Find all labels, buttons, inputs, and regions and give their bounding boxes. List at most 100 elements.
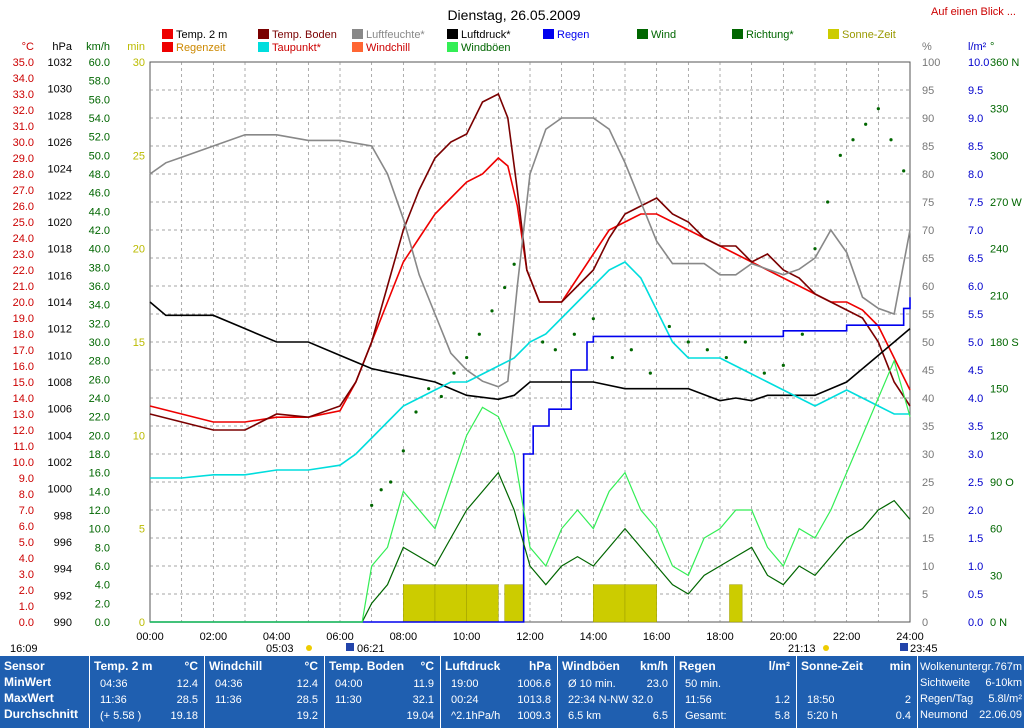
left-axis-tick-label: 1012 [48, 324, 72, 336]
stats-header: Temp. 2 m [94, 659, 153, 673]
left-axis-tick-label: 60.0 [89, 57, 110, 69]
stats-value: 1.2 [774, 694, 790, 706]
direction-tick-label: 270 W [990, 197, 1022, 209]
extra-label: Sichtweite [920, 677, 971, 689]
right-axis-tick-label: 25 [922, 477, 934, 489]
left-axis-tick-label: 10.0 [89, 524, 110, 536]
right-axis-tick-label: 4.0 [968, 393, 983, 405]
direction-point [724, 355, 728, 360]
left-axis-tick-label: 18.0 [13, 329, 34, 341]
stats-column: Temp. 2 m °C 04:36 12.4 11:36 28.5 (+ 5.58 ) 19… [90, 656, 205, 728]
x-tick-label: 18:00 [706, 631, 734, 643]
left-axis-tick-label: 22.0 [89, 412, 110, 424]
legend-label: Taupunkt* [272, 42, 322, 54]
stats-column: Windböen km/h Ø 10 min. 23.0 22:34 N-NW 32.0… [558, 656, 675, 728]
x-tick-label: 16:00 [643, 631, 671, 643]
stats-label-min: MinWert [4, 675, 52, 689]
right-axis-tick-label: 15 [922, 533, 934, 545]
left-axis-tick-label: 19.0 [13, 313, 34, 325]
left-axis-tick-label: 24.0 [89, 393, 110, 405]
direction-point [610, 355, 614, 360]
left-axis-unit: hPa [52, 41, 72, 53]
sun-end-time: 23:45 [910, 643, 938, 655]
right-axis-tick-label: 5.5 [968, 309, 983, 321]
direction-point [851, 138, 855, 142]
direction-point [648, 371, 652, 375]
right-axis-tick-label: 45 [922, 365, 934, 377]
legend-swatch [637, 29, 648, 39]
left-axis-tick-label: 16.0 [13, 361, 34, 373]
right-axis-tick-label: 2.5 [968, 477, 983, 489]
left-axis-tick-label: 17.0 [13, 345, 34, 357]
direction-point [876, 107, 880, 111]
sun-bar [466, 584, 499, 623]
right-axis-tick-label: 7.5 [968, 197, 983, 209]
stats-header: Luftdruck [445, 659, 501, 673]
stats-value: 19.04 [406, 710, 434, 722]
right-axis-unit: ° [990, 41, 994, 53]
direction-tick-label: 30 [990, 570, 1002, 582]
stats-unit: °C [304, 659, 318, 673]
right-axis-tick-label: 6.5 [968, 253, 983, 265]
sun-bar [403, 584, 436, 623]
right-axis-tick-label: 40 [922, 393, 934, 405]
stats-time: ^2.1hPa/h [451, 710, 501, 722]
left-axis-tick-label: 1032 [48, 57, 72, 69]
direction-point [439, 394, 443, 399]
overview-link[interactable]: Auf einen Blick ... [931, 6, 1016, 18]
legend-swatch [258, 29, 269, 39]
sunrise-icon [306, 645, 312, 651]
x-tick-label: 08:00 [390, 631, 418, 643]
stats-value: 5.8 [774, 710, 790, 722]
right-axis-tick-label: 6.0 [968, 281, 983, 293]
sun-bar [504, 584, 524, 623]
legend-label: Windböen [461, 42, 511, 54]
left-axis-tick-label: 4.0 [19, 553, 34, 565]
right-axis-tick-label: 8.5 [968, 141, 983, 153]
direction-point [813, 247, 817, 251]
direction-point [465, 355, 469, 360]
direction-tick-label: 300 [990, 150, 1008, 162]
left-axis-tick-label: 1010 [48, 350, 72, 362]
left-axis-tick-label: 52.0 [89, 132, 110, 144]
right-axis-tick-label: 2.0 [968, 505, 983, 517]
sunset-time: 21:13 [788, 643, 816, 655]
right-axis-tick-label: 95 [922, 85, 934, 97]
left-axis-tick-label: 48.0 [89, 169, 110, 181]
right-axis-tick-label: 10 [922, 561, 934, 573]
left-axis-tick-label: 56.0 [89, 94, 110, 106]
left-axis-tick-label: 6.0 [19, 521, 34, 533]
left-axis-tick-label: 15.0 [13, 377, 34, 389]
extra-value: 6-10km [985, 677, 1022, 689]
left-axis-tick-label: 33.0 [13, 89, 34, 101]
extra-label: Regen/Tag [920, 693, 974, 705]
stats-unit: °C [184, 659, 198, 673]
stats-value: 1006.6 [517, 678, 551, 690]
left-axis-tick-label: 40.0 [89, 244, 110, 256]
left-axis-tick-label: 1.0 [19, 601, 34, 613]
legend-swatch [352, 42, 363, 52]
stats-header: Regen [679, 659, 716, 673]
direction-point [591, 317, 595, 321]
legend-label: Luftdruck* [461, 29, 511, 41]
right-axis-tick-label: 35 [922, 421, 934, 433]
right-axis-tick-label: 1.5 [968, 533, 983, 545]
left-axis-tick-label: 21.0 [13, 281, 34, 293]
moon-icon [346, 643, 354, 651]
right-axis-tick-label: 65 [922, 253, 934, 265]
stats-value: 12.4 [176, 678, 198, 690]
legend-swatch [447, 29, 458, 39]
legend-label: Sonne-Zeit [842, 29, 896, 41]
direction-tick-label: 360 N [990, 57, 1019, 69]
x-tick-label: 04:00 [263, 631, 291, 643]
stats-time: 11:36 [100, 694, 127, 706]
series-line-1 [149, 92, 911, 431]
legend-swatch [162, 29, 173, 39]
direction-tick-label: 330 [990, 104, 1008, 116]
direction-point [686, 340, 690, 344]
legend-label: Richtung* [746, 29, 794, 41]
x-tick-label: 14:00 [580, 631, 608, 643]
left-axis-tick-label: 34.0 [89, 300, 110, 312]
moonset-icon [900, 643, 908, 651]
direction-point [889, 138, 893, 142]
